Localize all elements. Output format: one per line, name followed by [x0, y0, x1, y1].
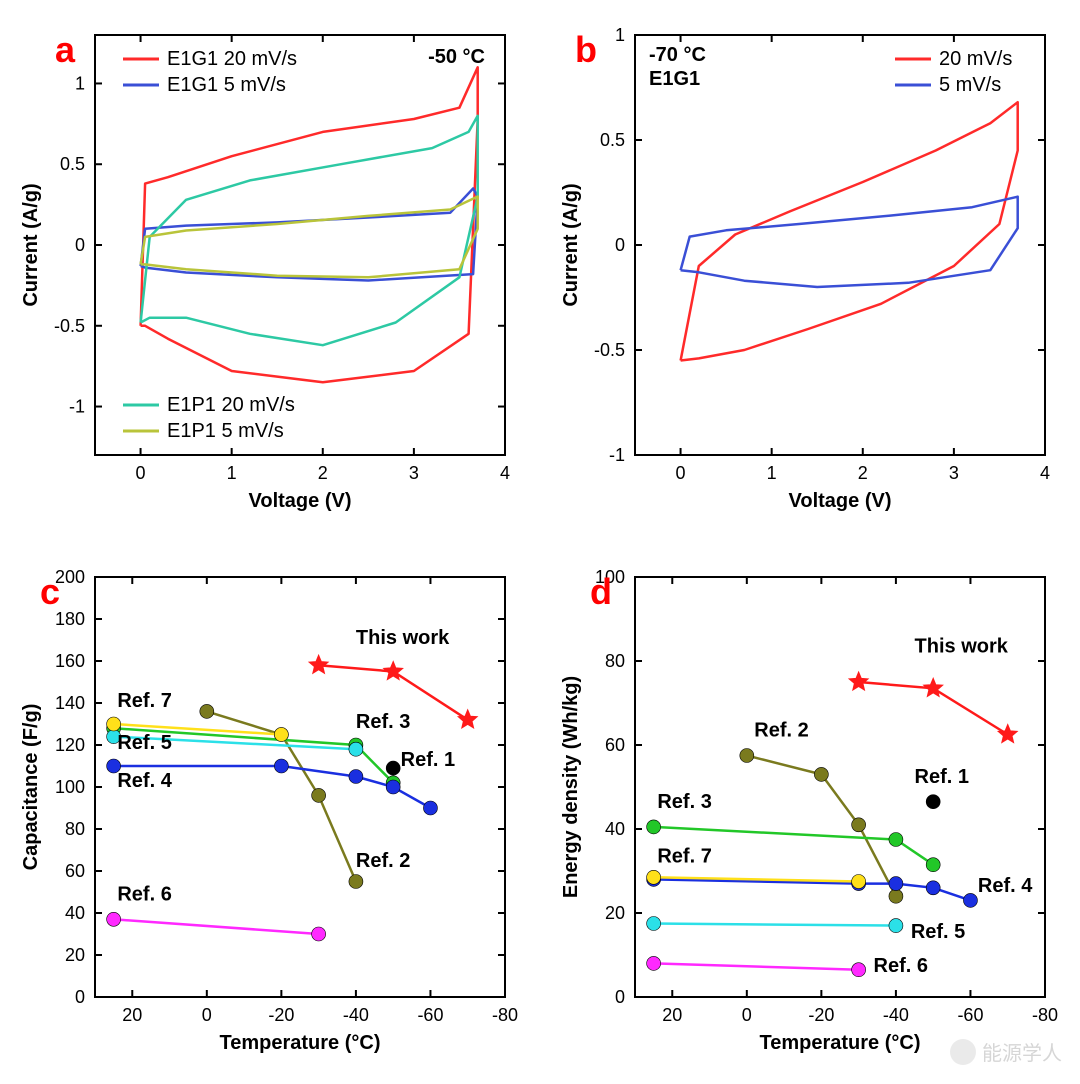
- svg-text:Temperature (°C): Temperature (°C): [220, 1032, 381, 1054]
- svg-text:0: 0: [742, 1005, 752, 1025]
- svg-text:40: 40: [605, 819, 625, 839]
- watermark-text: 能源学人: [982, 1037, 1062, 1066]
- svg-text:Energy density (Wh/kg): Energy density (Wh/kg): [560, 676, 582, 898]
- svg-text:0: 0: [202, 1005, 212, 1025]
- panel-b: 0 1 2 3 4 -1 -0.5 0 0.5 1 Voltage (V) Current (A/g)…: [540, 0, 1080, 542]
- svg-text:-70 °C: -70 °C: [649, 44, 706, 66]
- svg-text:This work: This work: [915, 636, 1009, 658]
- svg-text:Ref. 4: Ref. 4: [117, 770, 172, 792]
- svg-text:20: 20: [65, 945, 85, 965]
- svg-text:Ref. 1: Ref. 1: [401, 749, 455, 771]
- svg-text:Current (A/g): Current (A/g): [560, 183, 582, 306]
- svg-text:Ref. 6: Ref. 6: [874, 955, 928, 977]
- svg-text:4: 4: [1040, 463, 1050, 483]
- svg-text:160: 160: [55, 651, 85, 671]
- svg-text:5 mV/s: 5 mV/s: [939, 74, 1001, 96]
- svg-text:-80: -80: [1032, 1005, 1058, 1025]
- svg-text:Ref. 3: Ref. 3: [657, 791, 711, 813]
- svg-text:Ref. 4: Ref. 4: [978, 875, 1033, 897]
- svg-text:-20: -20: [808, 1005, 834, 1025]
- svg-text:0.5: 0.5: [600, 130, 625, 150]
- svg-text:Ref. 2: Ref. 2: [754, 720, 808, 742]
- svg-text:0: 0: [75, 235, 85, 255]
- svg-text:Ref. 5: Ref. 5: [117, 732, 171, 754]
- watermark-icon: [950, 1039, 976, 1065]
- svg-text:0: 0: [136, 463, 146, 483]
- svg-text:3: 3: [949, 463, 959, 483]
- svg-text:Ref. 1: Ref. 1: [915, 766, 969, 788]
- svg-text:d: d: [590, 571, 612, 612]
- svg-text:Ref. 7: Ref. 7: [657, 846, 711, 868]
- svg-text:4: 4: [500, 463, 510, 483]
- svg-text:0: 0: [615, 987, 625, 1007]
- svg-text:Current (A/g): Current (A/g): [20, 183, 42, 306]
- svg-text:-0.5: -0.5: [594, 340, 625, 360]
- chart-grid: 0 1 2 3 4 -1 -0.5 0 0.5 1 Voltage (V) Current (A/g)…: [0, 0, 1080, 1084]
- svg-text:-1: -1: [69, 397, 85, 417]
- svg-text:-20: -20: [268, 1005, 294, 1025]
- svg-text:E1G1 20 mV/s: E1G1 20 mV/s: [167, 48, 297, 70]
- svg-text:E1P1 5 mV/s: E1P1 5 mV/s: [167, 420, 284, 442]
- watermark: 能源学人: [950, 1037, 1062, 1066]
- svg-text:20: 20: [122, 1005, 142, 1025]
- panel-a: 0 1 2 3 4 -1 -0.5 0 0.5 1 Voltage (V) Current (A/g)…: [0, 0, 540, 542]
- svg-text:-80: -80: [492, 1005, 518, 1025]
- svg-text:0: 0: [676, 463, 686, 483]
- svg-text:120: 120: [55, 735, 85, 755]
- svg-text:c: c: [40, 571, 60, 612]
- svg-text:0: 0: [615, 235, 625, 255]
- svg-text:60: 60: [65, 861, 85, 881]
- svg-text:Voltage (V): Voltage (V): [249, 490, 352, 512]
- svg-text:Ref. 7: Ref. 7: [117, 690, 171, 712]
- svg-text:-40: -40: [343, 1005, 369, 1025]
- svg-text:80: 80: [65, 819, 85, 839]
- svg-text:0: 0: [75, 987, 85, 1007]
- svg-text:1: 1: [767, 463, 777, 483]
- svg-text:E1G1: E1G1: [649, 68, 700, 90]
- svg-text:E1P1 20 mV/s: E1P1 20 mV/s: [167, 394, 295, 416]
- svg-text:Ref. 6: Ref. 6: [117, 883, 171, 905]
- svg-text:1: 1: [75, 73, 85, 93]
- svg-text:1: 1: [227, 463, 237, 483]
- svg-text:180: 180: [55, 609, 85, 629]
- svg-text:Voltage (V): Voltage (V): [789, 490, 892, 512]
- svg-text:-60: -60: [957, 1005, 983, 1025]
- svg-text:2: 2: [858, 463, 868, 483]
- panel-c: 200-20-40-60-800204060801001201401601802…: [0, 542, 540, 1084]
- svg-text:20: 20: [605, 903, 625, 923]
- svg-text:Ref. 5: Ref. 5: [911, 921, 965, 943]
- svg-text:-50 °C: -50 °C: [428, 46, 485, 68]
- svg-text:Capacitance (F/g): Capacitance (F/g): [20, 704, 42, 871]
- svg-text:This work: This work: [356, 627, 450, 649]
- svg-text:-60: -60: [417, 1005, 443, 1025]
- svg-text:20 mV/s: 20 mV/s: [939, 48, 1012, 70]
- panel-d: 200-20-40-60-80020406080100Temperature (…: [540, 542, 1080, 1084]
- svg-text:100: 100: [55, 777, 85, 797]
- svg-text:-40: -40: [883, 1005, 909, 1025]
- svg-text:-0.5: -0.5: [54, 316, 85, 336]
- svg-text:40: 40: [65, 903, 85, 923]
- svg-text:60: 60: [605, 735, 625, 755]
- svg-text:3: 3: [409, 463, 419, 483]
- svg-text:0.5: 0.5: [60, 154, 85, 174]
- svg-text:b: b: [575, 29, 597, 70]
- svg-text:-1: -1: [609, 445, 625, 465]
- svg-text:140: 140: [55, 693, 85, 713]
- svg-text:Temperature (°C): Temperature (°C): [760, 1032, 921, 1054]
- svg-text:a: a: [55, 29, 76, 70]
- svg-text:2: 2: [318, 463, 328, 483]
- svg-text:1: 1: [615, 25, 625, 45]
- svg-text:Ref. 2: Ref. 2: [356, 850, 410, 872]
- svg-text:20: 20: [662, 1005, 682, 1025]
- svg-text:80: 80: [605, 651, 625, 671]
- svg-text:Ref. 3: Ref. 3: [356, 711, 410, 733]
- svg-text:E1G1 5 mV/s: E1G1 5 mV/s: [167, 74, 286, 96]
